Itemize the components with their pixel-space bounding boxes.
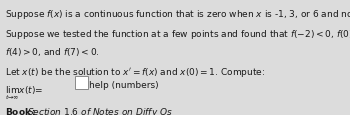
- Text: Suppose we tested the function at a few points and found that $f(-2) < 0$, $f(0): Suppose we tested the function at a few …: [5, 28, 350, 40]
- Text: Suppose $f(x)$ is a continuous function that is zero when $x$ is -1, 3, or 6 and: Suppose $f(x)$ is a continuous function …: [5, 8, 350, 21]
- Text: $f(4) > 0$, and $f(7) < 0$.: $f(4) > 0$, and $f(7) < 0$.: [5, 46, 99, 58]
- Text: help (numbers): help (numbers): [89, 80, 159, 89]
- Text: $\lim_{t \to \infty} x(t) =$: $\lim_{t \to \infty} x(t) =$: [5, 84, 43, 101]
- FancyBboxPatch shape: [75, 76, 88, 90]
- Text: Let $x(t)$ be the solution to $x' = f(x)$ and $x(0) = 1$. Compute:: Let $x(t)$ be the solution to $x' = f(x)…: [5, 65, 265, 78]
- Text: $\mathbf{Book:}$: $\mathbf{Book:}$: [5, 105, 36, 115]
- Text: $\mathit{Section\ 1.6\ of\ Notes\ on\ Diffy\ Qs}$: $\mathit{Section\ 1.6\ of\ Notes\ on\ Di…: [27, 105, 173, 115]
